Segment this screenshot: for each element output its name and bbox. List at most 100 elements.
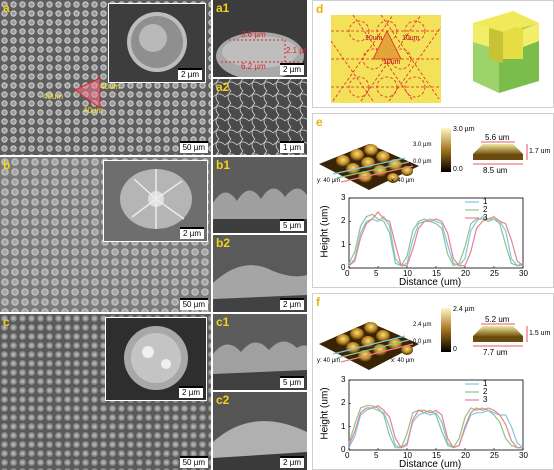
panel-label: a2 xyxy=(216,80,230,94)
y-tick-label: 2 xyxy=(341,398,346,408)
x-tick-label: 5 xyxy=(374,451,379,460)
panel-b-inset: 2 µm xyxy=(103,160,208,242)
afm-y-label: y: 40 µm xyxy=(317,178,341,184)
pitch-label: 40um xyxy=(43,92,64,101)
scale-bar: 2 µm xyxy=(180,227,204,239)
x-tick-label: 30 xyxy=(519,451,528,460)
colorbar-mid: 3.0 µm xyxy=(413,142,432,148)
scale-bar: 2 µm xyxy=(178,68,202,80)
panel-b: 2 µm b 50 µm xyxy=(0,157,211,312)
x-tick-label: 0 xyxy=(345,451,350,460)
panel-label: b xyxy=(3,158,11,172)
colorbar-max: 2.4 µm xyxy=(453,306,475,313)
x-tick-label: 25 xyxy=(490,451,499,460)
series-line-2 xyxy=(348,405,523,449)
panel-label: e xyxy=(316,115,323,129)
panel-e: e y: 40 µm x: 40 µm 3.0 µm 3.0 µm 0.0 µm… xyxy=(312,113,554,288)
scale-bar: 5 µm xyxy=(280,219,304,231)
x-tick-label: 5 xyxy=(374,269,379,278)
x-tick-label: 25 xyxy=(490,269,499,278)
legend-label-1: 1 xyxy=(483,197,488,206)
x-tick-label: 15 xyxy=(432,269,441,278)
shape-bottom-width: 8.5 um xyxy=(483,166,508,175)
profile-plot xyxy=(348,197,524,269)
profile-plot xyxy=(348,379,524,451)
series-line-2 xyxy=(348,213,524,267)
scale-bar: 2 µm xyxy=(280,456,304,468)
panel-label: a1 xyxy=(216,1,230,15)
y-tick-label: 3 xyxy=(341,193,346,202)
scale-bar: 50 µm xyxy=(179,298,208,310)
legend-label-1: 1 xyxy=(483,379,488,388)
panel-label: c2 xyxy=(216,393,230,407)
y-tick-label: 1 xyxy=(341,239,346,249)
series-line-1 xyxy=(348,407,524,449)
x-tick-label: 20 xyxy=(461,451,470,460)
colorbar-low: 0.0 µm xyxy=(413,339,432,345)
legend-label-3: 3 xyxy=(483,395,488,404)
y-tick-label: 3 xyxy=(341,375,346,384)
scale-bar: 2 µm xyxy=(179,386,203,398)
panel-b2: b2 2 µm xyxy=(213,235,307,312)
plot-frame xyxy=(348,197,524,269)
colorbar-low: 0.0 µm xyxy=(413,159,432,165)
series-line-3 xyxy=(348,404,523,449)
panel-a-inset: 2 µm xyxy=(108,3,206,83)
afm-x-label: x: 40 µm xyxy=(391,358,415,364)
legend-label-3: 3 xyxy=(483,213,488,222)
pattern-diagram xyxy=(330,11,539,103)
shape-height: 1.5 um xyxy=(529,330,551,337)
colorbar-zero: 0 xyxy=(453,346,457,353)
legend-label-2: 2 xyxy=(483,205,488,214)
panel-label: b2 xyxy=(216,236,231,250)
afm-x-label: x: 40 µm xyxy=(391,178,415,184)
y-axis-title: Height (um) xyxy=(319,205,331,258)
shape-bottom-width: 7.7 um xyxy=(483,348,508,357)
scale-bar: 50 µm xyxy=(179,456,208,468)
panel-label: b1 xyxy=(216,158,231,172)
panel-c: 2 µm c 50 µm xyxy=(0,314,211,470)
scale-bar: 2 µm xyxy=(280,63,304,75)
colorbar-max: 3.0 µm xyxy=(453,126,475,133)
pitch-label: 40um xyxy=(83,106,104,115)
panel-c-inset: 2 µm xyxy=(105,317,207,401)
legend-label-2: 2 xyxy=(483,387,488,396)
panel-label: c xyxy=(3,315,10,329)
shape-top-width: 5.6 um xyxy=(485,133,510,142)
afm-image xyxy=(319,308,528,370)
shape-height: 1.7 um xyxy=(529,148,551,155)
x-tick-label: 30 xyxy=(519,269,528,278)
dimension-label: 6.2 µm xyxy=(241,62,266,71)
scale-bar: 5 µm xyxy=(280,376,304,388)
height-profile-chart-f: 0 5 10 15 20 25 30 0 1 2 3 1 2 3 Distance (um) Height (… xyxy=(313,374,553,469)
panel-c2: c2 2 µm xyxy=(213,392,307,470)
dimension-label: 3.6 µm xyxy=(241,30,266,39)
x-tick-label: 15 xyxy=(432,451,441,460)
panel-b1: b1 5 µm xyxy=(213,157,307,233)
y-tick-label: 2 xyxy=(341,216,346,226)
scale-bar: 1 µm xyxy=(280,141,304,153)
x-axis-title: Distance (um) xyxy=(399,277,462,288)
panel-a1: a1 3.6 µm 2.1 µm 6.2 µm 2 µm xyxy=(213,0,307,77)
x-tick-label: 20 xyxy=(461,269,470,278)
height-profile-chart-e: 0 5 10 15 20 25 30 0 1 2 3 1 2 3 Distance (um) Height (… xyxy=(313,192,553,288)
y-tick-label: 1 xyxy=(341,421,346,431)
panel-a2: a2 1 µm xyxy=(213,79,307,155)
scale-bar: 50 µm xyxy=(179,141,208,153)
afm-y-label: y: 40 µm xyxy=(317,358,341,364)
panel-label: a xyxy=(3,1,10,15)
panel-label: f xyxy=(316,295,320,309)
dimension-label: 10um xyxy=(365,35,383,42)
y-axis-title: Height (um) xyxy=(319,387,331,440)
panel-c1: c1 5 µm xyxy=(213,314,307,390)
y-tick-label: 0 xyxy=(341,263,346,272)
panel-f: f y: 40 µm x: 40 µm 2.4 µm 2.4 µm 0.0 µm… xyxy=(312,293,554,470)
pitch-label: 40um xyxy=(100,82,121,91)
panel-d: d 10um 10um 10um xyxy=(312,0,554,108)
panel-a: 2 µm a 40um 40um 40um 50 µm xyxy=(0,0,211,155)
colorbar-mid: 2.4 µm xyxy=(413,322,432,328)
dimension-label: 2.1 µm xyxy=(286,46,307,55)
x-tick-label: 10 xyxy=(403,451,412,460)
scale-bar: 2 µm xyxy=(280,298,304,310)
afm-image xyxy=(319,128,528,190)
